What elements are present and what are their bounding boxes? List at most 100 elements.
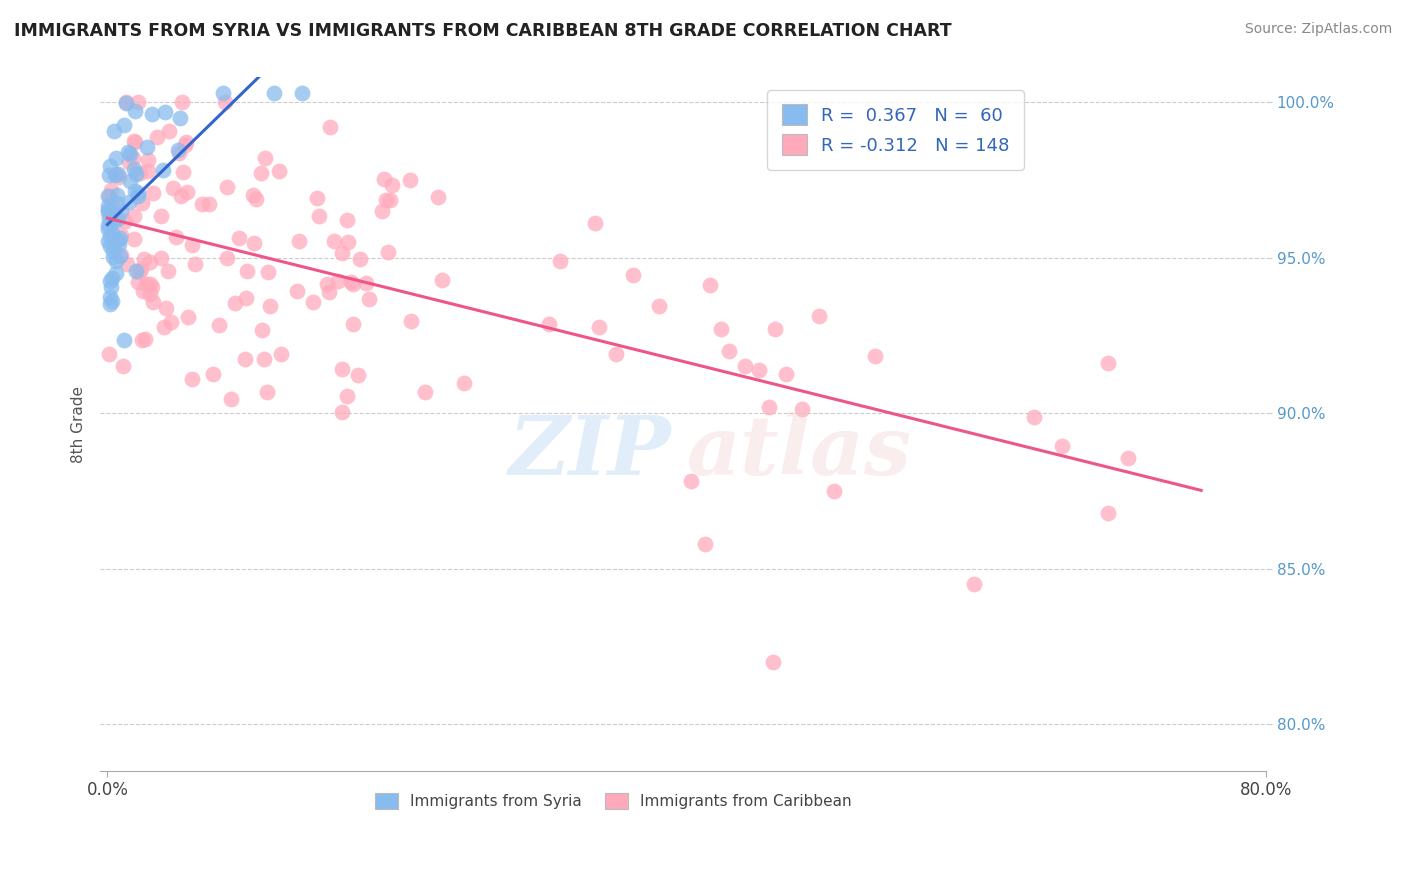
- Point: [330, 405, 353, 419]
- Point: [122, 209, 145, 223]
- Point: [118, 154, 141, 169]
- Point: [105, 254, 128, 268]
- Point: [375, 193, 398, 207]
- Point: [100, 183, 122, 197]
- Point: [124, 184, 146, 198]
- Point: [347, 368, 370, 382]
- Point: [302, 295, 325, 310]
- Point: [98, 290, 121, 304]
- Point: [270, 347, 292, 361]
- Point: [681, 474, 703, 488]
- Point: [253, 152, 276, 166]
- Point: [103, 235, 125, 250]
- Point: [243, 235, 266, 250]
- Point: [122, 162, 145, 177]
- Point: [120, 174, 142, 188]
- Point: [127, 95, 149, 110]
- Point: [110, 248, 132, 262]
- Point: [98, 297, 121, 311]
- Point: [98, 159, 121, 173]
- Point: [316, 277, 339, 292]
- Point: [135, 140, 157, 154]
- Point: [359, 292, 381, 306]
- Point: [136, 163, 159, 178]
- Point: [548, 253, 571, 268]
- Point: [128, 166, 150, 180]
- Point: [717, 343, 740, 358]
- Point: [588, 319, 610, 334]
- Point: [413, 385, 436, 400]
- Point: [125, 264, 148, 278]
- Point: [263, 86, 285, 100]
- Point: [699, 277, 721, 292]
- Point: [621, 268, 644, 282]
- Point: [758, 401, 780, 415]
- Point: [174, 136, 197, 150]
- Point: [453, 376, 475, 391]
- Point: [107, 212, 129, 227]
- Point: [142, 295, 165, 310]
- Point: [115, 256, 138, 270]
- Point: [208, 318, 231, 332]
- Point: [96, 234, 118, 248]
- Point: [160, 315, 183, 329]
- Point: [110, 204, 132, 219]
- Point: [201, 368, 224, 382]
- Point: [181, 238, 204, 252]
- Point: [259, 300, 281, 314]
- Point: [104, 168, 127, 182]
- Point: [101, 226, 124, 240]
- Point: [152, 163, 174, 178]
- Point: [114, 95, 136, 110]
- Point: [399, 314, 422, 328]
- Point: [141, 280, 163, 294]
- Point: [101, 244, 124, 258]
- Point: [145, 130, 167, 145]
- Point: [125, 167, 148, 181]
- Point: [763, 322, 786, 336]
- Point: [224, 296, 246, 310]
- Point: [131, 195, 153, 210]
- Point: [111, 359, 134, 374]
- Point: [121, 151, 143, 165]
- Point: [214, 95, 236, 110]
- Point: [108, 230, 131, 244]
- Point: [173, 137, 195, 152]
- Point: [378, 193, 401, 207]
- Point: [734, 359, 756, 373]
- Point: [190, 197, 212, 211]
- Point: [112, 118, 135, 132]
- Point: [808, 309, 831, 323]
- Point: [371, 203, 394, 218]
- Point: [129, 262, 152, 277]
- Point: [127, 189, 149, 203]
- Point: [235, 264, 257, 278]
- Point: [775, 367, 797, 381]
- Point: [134, 332, 156, 346]
- Point: [308, 209, 330, 223]
- Point: [184, 257, 207, 271]
- Point: [1116, 450, 1139, 465]
- Point: [142, 186, 165, 200]
- Legend: Immigrants from Syria, Immigrants from Caribbean: Immigrants from Syria, Immigrants from C…: [368, 787, 858, 815]
- Point: [215, 179, 238, 194]
- Point: [233, 351, 256, 366]
- Point: [124, 232, 146, 246]
- Text: Source: ZipAtlas.com: Source: ZipAtlas.com: [1244, 22, 1392, 37]
- Point: [257, 265, 280, 279]
- Point: [252, 323, 274, 337]
- Point: [228, 231, 250, 245]
- Point: [103, 215, 125, 229]
- Point: [962, 577, 984, 591]
- Point: [326, 274, 349, 288]
- Point: [177, 310, 200, 324]
- Point: [101, 203, 124, 218]
- Point: [792, 402, 814, 417]
- Point: [132, 285, 155, 299]
- Point: [245, 192, 267, 206]
- Point: [1022, 410, 1045, 425]
- Point: [105, 151, 128, 165]
- Point: [165, 230, 187, 244]
- Point: [356, 277, 378, 291]
- Point: [162, 181, 184, 195]
